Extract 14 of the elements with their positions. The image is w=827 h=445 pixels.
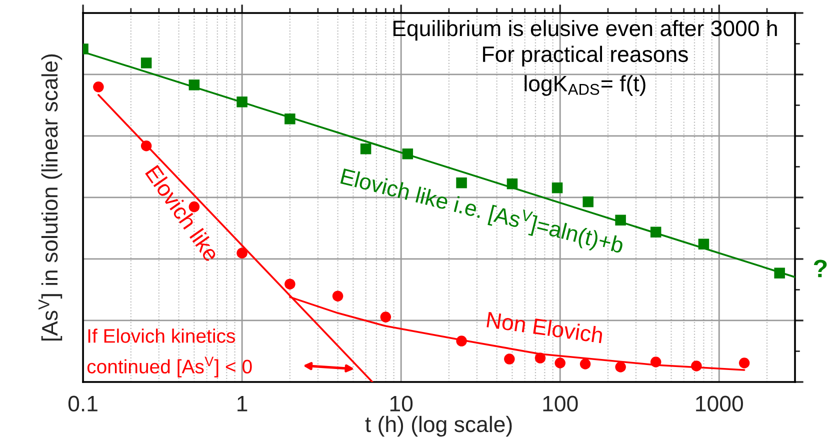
annotation: For practical reasons: [483, 46, 688, 66]
x-axis-title: t (h) (log scale): [365, 416, 512, 437]
annotation: logK$_{ADS}$= f(t): [524, 75, 646, 96]
annotation: If Elovich kinetics continued [As$^{V}$] < 0: [87, 328, 252, 378]
text: Equilibrium is elusive even after 3000 h: [393, 20, 777, 41]
x-tick-label: 0.1: [68, 396, 98, 412]
text: ?: [814, 260, 827, 278]
x-tick-label: 100: [543, 396, 578, 412]
x-tick-label: 1: [238, 396, 248, 412]
text: Elovich like i.e. [As$^{V}$]=aln(t)+b: [339, 165, 626, 258]
x-tick-label: 10: [390, 396, 413, 412]
y-axis-title: [As$^{V}$] in solution (linear scale): [38, 54, 62, 340]
text: Non Elovich: [486, 311, 604, 344]
x-tick-label: 1000: [696, 396, 743, 412]
